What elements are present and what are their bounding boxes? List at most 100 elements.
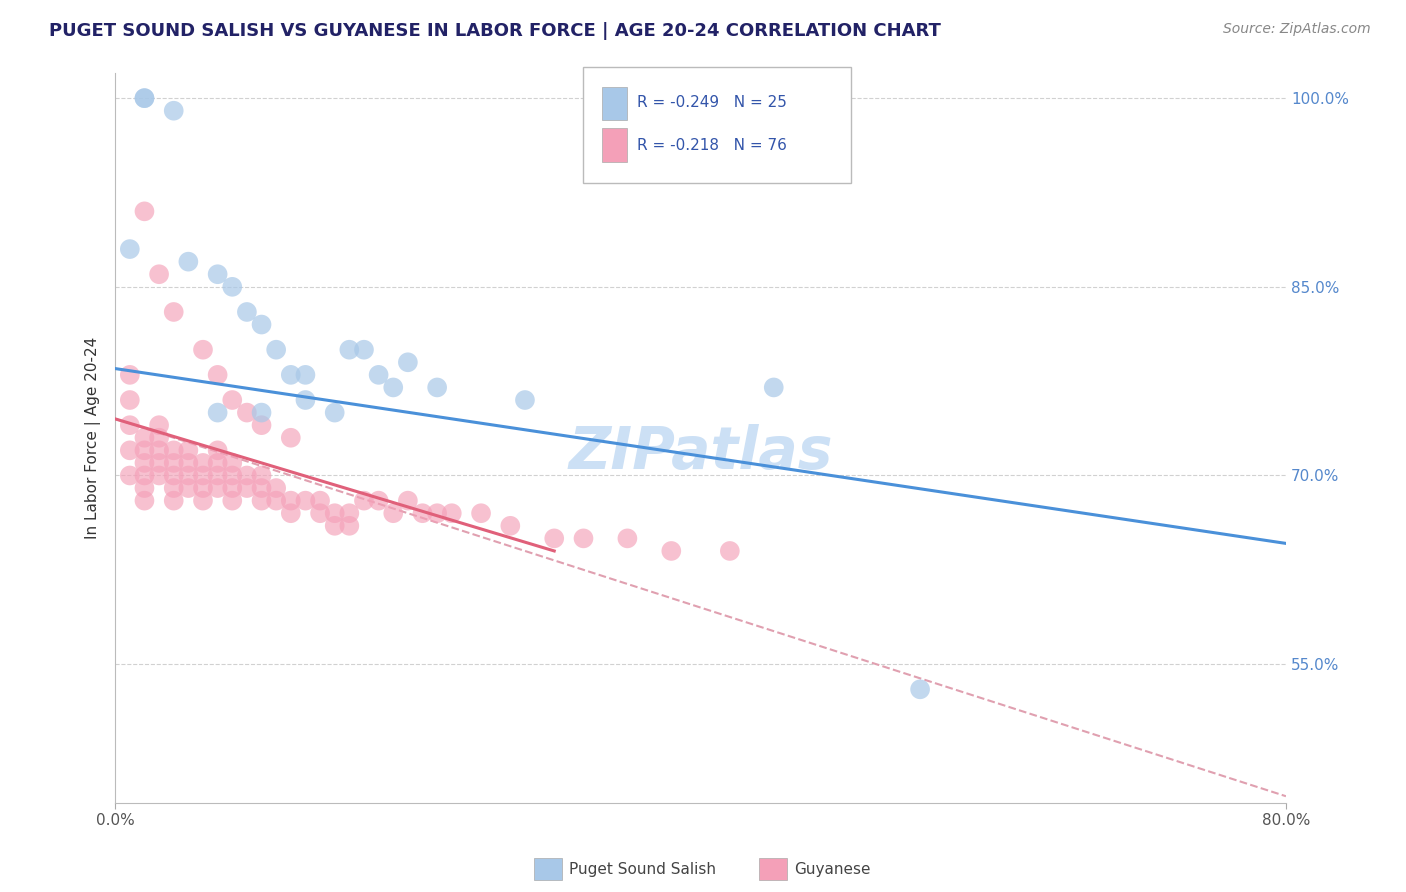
Point xyxy=(236,305,259,319)
Point xyxy=(148,431,170,445)
Point xyxy=(191,456,214,470)
Point xyxy=(337,343,360,357)
Point xyxy=(543,532,565,546)
Point xyxy=(134,468,156,483)
Point xyxy=(163,305,186,319)
Point xyxy=(191,493,214,508)
Text: R = -0.249   N = 25: R = -0.249 N = 25 xyxy=(637,95,787,110)
Point xyxy=(323,518,346,533)
Point xyxy=(134,91,156,105)
Point xyxy=(323,506,346,520)
Point xyxy=(163,468,186,483)
Point xyxy=(177,254,200,268)
Point xyxy=(250,318,273,332)
Point xyxy=(148,468,170,483)
Point xyxy=(264,343,287,357)
Point xyxy=(396,493,419,508)
Text: Puget Sound Salish: Puget Sound Salish xyxy=(569,863,717,877)
Point xyxy=(659,544,682,558)
Point xyxy=(353,493,375,508)
Point xyxy=(207,456,229,470)
Point xyxy=(572,532,595,546)
Point xyxy=(148,443,170,458)
Text: R = -0.218   N = 76: R = -0.218 N = 76 xyxy=(637,138,787,153)
Point xyxy=(134,481,156,495)
Point xyxy=(309,493,332,508)
Point xyxy=(118,418,141,433)
Point xyxy=(118,368,141,382)
Text: Guyanese: Guyanese xyxy=(794,863,870,877)
Point xyxy=(134,91,156,105)
Point xyxy=(367,368,389,382)
Point xyxy=(221,456,243,470)
Point xyxy=(323,406,346,420)
Point xyxy=(118,392,141,407)
Point xyxy=(294,392,316,407)
Point xyxy=(426,506,449,520)
Point xyxy=(134,443,156,458)
Point xyxy=(118,443,141,458)
Point xyxy=(367,493,389,508)
Point xyxy=(163,443,186,458)
Point xyxy=(207,468,229,483)
Point xyxy=(337,518,360,533)
Point xyxy=(177,443,200,458)
Point xyxy=(250,481,273,495)
Point xyxy=(250,418,273,433)
Point xyxy=(426,380,449,394)
Point xyxy=(294,368,316,382)
Point xyxy=(264,493,287,508)
Point xyxy=(250,468,273,483)
Point xyxy=(250,406,273,420)
Point xyxy=(908,682,931,697)
Point xyxy=(513,392,536,407)
Point xyxy=(221,493,243,508)
Point xyxy=(207,368,229,382)
Point xyxy=(191,468,214,483)
Point xyxy=(264,481,287,495)
Point xyxy=(221,468,243,483)
Point xyxy=(616,532,638,546)
Point xyxy=(280,368,302,382)
Point xyxy=(163,481,186,495)
Point xyxy=(207,267,229,281)
Point xyxy=(309,506,332,520)
Point xyxy=(148,418,170,433)
Point xyxy=(118,242,141,256)
Point xyxy=(718,544,741,558)
Point xyxy=(382,380,405,394)
Point xyxy=(337,506,360,520)
Point xyxy=(470,506,492,520)
Point xyxy=(236,468,259,483)
Point xyxy=(280,431,302,445)
Point xyxy=(207,406,229,420)
Point xyxy=(118,468,141,483)
Point xyxy=(207,443,229,458)
Point xyxy=(134,204,156,219)
Point xyxy=(412,506,434,520)
Point xyxy=(134,456,156,470)
Point xyxy=(499,518,522,533)
Point xyxy=(236,481,259,495)
Point xyxy=(207,481,229,495)
Point xyxy=(353,343,375,357)
Point xyxy=(382,506,405,520)
Point xyxy=(250,493,273,508)
Point xyxy=(163,456,186,470)
Point xyxy=(762,380,785,394)
Point xyxy=(134,431,156,445)
Point xyxy=(294,493,316,508)
Y-axis label: In Labor Force | Age 20-24: In Labor Force | Age 20-24 xyxy=(86,336,101,539)
Text: ZIPatlas: ZIPatlas xyxy=(568,424,832,481)
Point xyxy=(396,355,419,369)
Point xyxy=(221,280,243,294)
Point xyxy=(221,392,243,407)
Point xyxy=(148,267,170,281)
Point xyxy=(191,343,214,357)
Point xyxy=(163,103,186,118)
Point xyxy=(177,468,200,483)
Point xyxy=(280,506,302,520)
Point xyxy=(280,493,302,508)
Point xyxy=(221,481,243,495)
Text: PUGET SOUND SALISH VS GUYANESE IN LABOR FORCE | AGE 20-24 CORRELATION CHART: PUGET SOUND SALISH VS GUYANESE IN LABOR … xyxy=(49,22,941,40)
